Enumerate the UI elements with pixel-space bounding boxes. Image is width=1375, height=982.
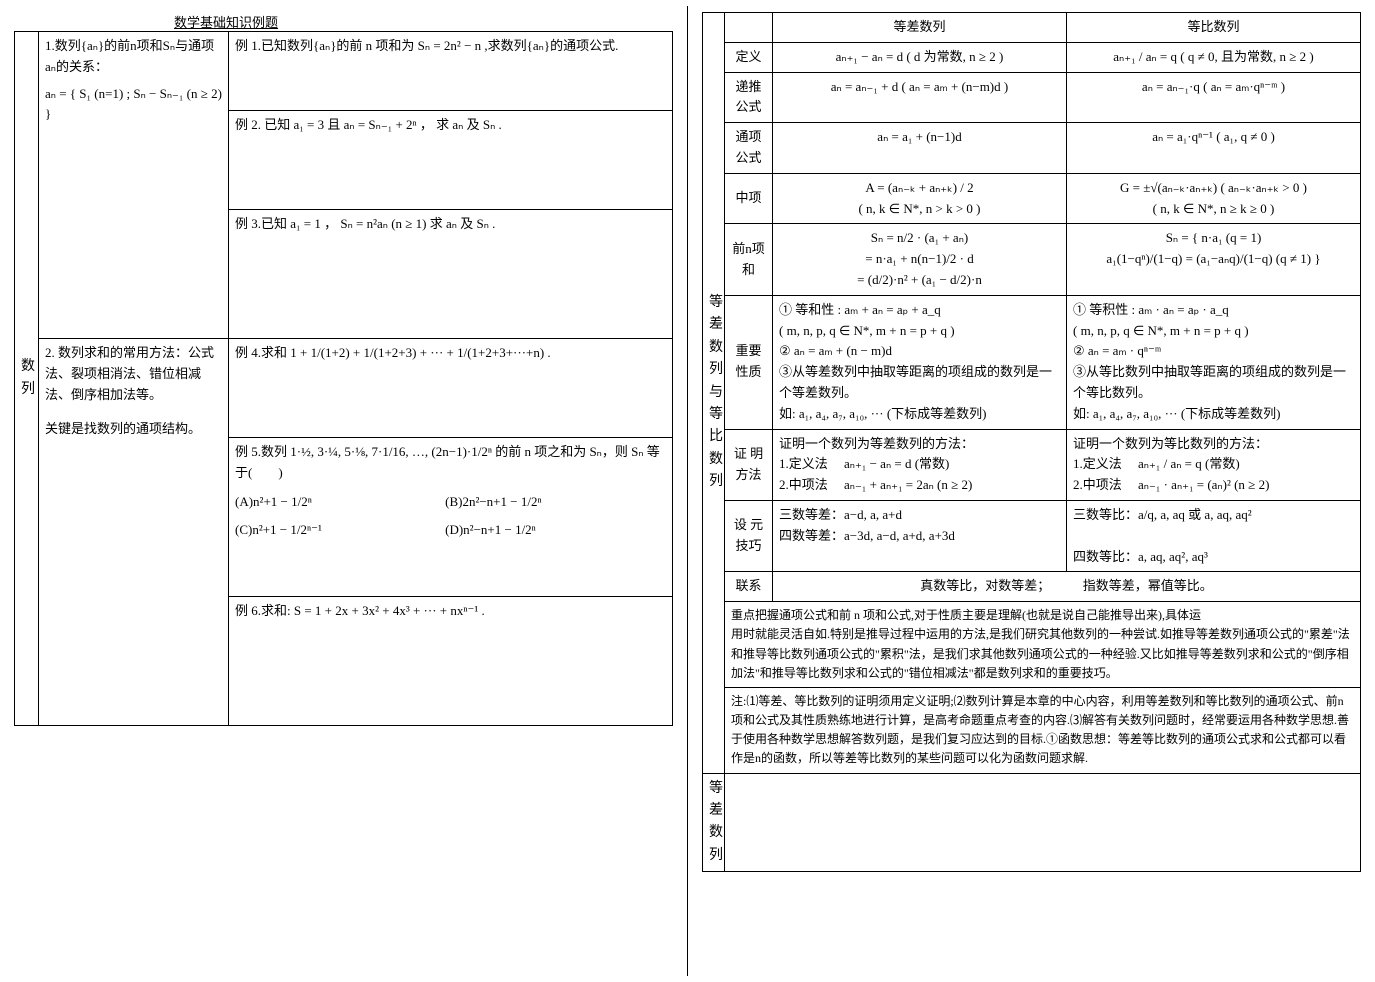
prop-ap-4: ③从等差数列中抽取等距离的项组成的数列是一个等差数列。 (779, 362, 1060, 404)
note-block1: 重点把握通项公式和前 n 项和公式,对于性质主要是理解(也就是说自己能推导出来)… (725, 602, 1361, 688)
prop-gp-4: ③从等比数列中抽取等距离的项组成的数列是一个等比数列。 (1073, 362, 1354, 404)
prop-ap-5: 如: a₁, a₄, a₇, a₁₀, ··· (下标成等差数列) (779, 404, 1060, 425)
proof-gp-1: 证明一个数列为等比数列的方法： (1073, 434, 1354, 455)
rec-ap: aₙ = aₙ₋₁ + d ( aₙ = aₘ + (n−m)d ) (773, 72, 1067, 123)
sum-ap-1: Sₙ = n/2 · (a₁ + aₙ) (779, 228, 1060, 249)
right-column: 等差数列与等比数列 等差数列 等比数列 定义 aₙ₊₁ − aₙ = d ( d… (688, 0, 1375, 982)
left-b2-p1: 2. 数列求和的常用方法：公式法、裂项相消法、错位相减法、倒序相加法等。 (45, 343, 222, 405)
left-ex4: 例 4.求和 1 + 1/(1+2) + 1/(1+2+3) + ··· + 1… (229, 339, 673, 438)
left-ex5-a: (A)n²+1 − 1/2ⁿ (235, 492, 442, 513)
def-gp: aₙ₊₁ / aₙ = q ( q ≠ 0, 且为常数, n ≥ 2 ) (1067, 42, 1361, 72)
left-ex5-d: (D)n²−n+1 − 1/2ⁿ (445, 520, 652, 541)
gen-gp: aₙ = a₁·qⁿ⁻¹ ( a₁, q ≠ 0 ) (1067, 123, 1361, 174)
note-spacer (725, 773, 1361, 872)
left-rowlabel: 数列 (15, 32, 39, 726)
blank-cell (725, 13, 773, 43)
sum-gp: Sₙ = { n·a₁ (q = 1) a₁(1−qⁿ)/(1−q) = (a₁… (1067, 224, 1361, 295)
left-column: 数学基础知识例题 数列 1.数列{aₙ}的前n项和Sₙ与通项aₙ的关系： aₙ … (0, 0, 687, 982)
left-b2-p2: 关键是找数列的通项结构。 (45, 419, 222, 440)
proof-ap-1: 证明一个数列为等差数列的方法： (779, 434, 1060, 455)
left-ex6: 例 6.求和: S = 1 + 2x + 3x² + 4x³ + ··· + n… (229, 597, 673, 726)
left-ex5-stem: 例 5.数列 1·½, 3·¼, 5·⅛, 7·1/16, …, (2n−1)·… (235, 442, 666, 484)
prop-label: 重要性质 (725, 295, 773, 429)
prop-gp: ① 等积性 : aₘ · aₙ = aₚ · a_q ( m, n, p, q … (1067, 295, 1361, 429)
left-ex5-b: (B)2n²−n+1 − 1/2ⁿ (445, 492, 652, 513)
proof-gp: 证明一个数列为等比数列的方法： 1.定义法 aₙ₊₁ / aₙ = q (常数)… (1067, 429, 1361, 500)
right-rowlabel: 等差数列与等比数列 (703, 13, 725, 774)
proof-gp-2: 1.定义法 aₙ₊₁ / aₙ = q (常数) (1073, 454, 1354, 475)
note-block2: 注:⑴等差、等比数列的证明须用定义证明;⑵数列计算是本章的中心内容，利用等差数列… (725, 687, 1361, 773)
mid-gp: G = ±√(aₙ₋ₖ·aₙ₊ₖ) ( aₙ₋ₖ·aₙ₊ₖ > 0 ) ( n,… (1067, 173, 1361, 224)
gen-label: 通项公式 (725, 123, 773, 174)
proof-label: 证 明方法 (725, 429, 773, 500)
proof-ap: 证明一个数列为等差数列的方法： 1.定义法 aₙ₊₁ − aₙ = d (常数)… (773, 429, 1067, 500)
rec-label: 递推公式 (725, 72, 773, 123)
mid-ap-1: A = (aₙ₋ₖ + aₙ₊ₖ) / 2 (779, 178, 1060, 199)
setup-label: 设 元技巧 (725, 500, 773, 571)
sum-ap-3: = (d/2)·n² + (a₁ − d/2)·n (779, 270, 1060, 291)
left-ex3: 例 3.已知 a₁ = 1 ， Sₙ = n²aₙ (n ≥ 1) 求 aₙ 及… (229, 210, 673, 339)
proof-ap-3: 2.中项法 aₙ₋₁ + aₙ₊₁ = 2aₙ (n ≥ 2) (779, 475, 1060, 496)
prop-ap-1: ① 等和性 : aₘ + aₙ = aₚ + a_q (779, 300, 1060, 321)
link-text: 真数等比，对数等差； 指数等差，幂值等比。 (773, 572, 1361, 602)
page: 数学基础知识例题 数列 1.数列{aₙ}的前n项和Sₙ与通项aₙ的关系： aₙ … (0, 0, 1375, 982)
note3-label: 等差数列 (703, 773, 725, 872)
left-caption: 数学基础知识例题 (14, 12, 673, 31)
prop-ap: ① 等和性 : aₘ + aₙ = aₚ + a_q ( m, n, p, q … (773, 295, 1067, 429)
sum-gp-2: a₁(1−qⁿ)/(1−q) = (a₁−aₙq)/(1−q) (q ≠ 1) … (1073, 249, 1354, 270)
sum-ap: Sₙ = n/2 · (a₁ + aₙ) = n·a₁ + n(n−1)/2 ·… (773, 224, 1067, 295)
sum-ap-2: = n·a₁ + n(n−1)/2 · d (779, 249, 1060, 270)
sum-label: 前n项和 (725, 224, 773, 295)
left-table: 数列 1.数列{aₙ}的前n项和Sₙ与通项aₙ的关系： aₙ = { S₁ (n… (14, 31, 673, 726)
left-b1-formula: aₙ = { S₁ (n=1) ; Sₙ − Sₙ₋₁ (n ≥ 2) } (45, 84, 222, 126)
mid-gp-1: G = ±√(aₙ₋ₖ·aₙ₊ₖ) ( aₙ₋ₖ·aₙ₊ₖ > 0 ) (1073, 178, 1354, 199)
setup-gp: 三数等比：a/q, a, aq 或 a, aq, aq² 四数等比：a, aq,… (1067, 500, 1361, 571)
head-ap: 等差数列 (773, 13, 1067, 43)
left-ex2: 例 2. 已知 a₁ = 3 且 aₙ = Sₙ₋₁ + 2ⁿ ， 求 aₙ 及… (229, 111, 673, 210)
prop-gp-3: ② aₙ = aₘ · qⁿ⁻ᵐ (1073, 341, 1354, 362)
left-ex5-c: (C)n²+1 − 1/2ⁿ⁻¹ (235, 520, 442, 541)
gen-ap: aₙ = a₁ + (n−1)d (773, 123, 1067, 174)
right-table: 等差数列与等比数列 等差数列 等比数列 定义 aₙ₊₁ − aₙ = d ( d… (702, 12, 1361, 872)
prop-gp-2: ( m, n, p, q ∈ N*, m + n = p + q ) (1073, 321, 1354, 342)
link-label: 联系 (725, 572, 773, 602)
setup-ap: 三数等差：a−d, a, a+d 四数等差：a−3d, a−d, a+d, a+… (773, 500, 1067, 571)
prop-ap-3: ② aₙ = aₘ + (n − m)d (779, 341, 1060, 362)
def-label: 定义 (725, 42, 773, 72)
note3: 注:⑴等差、等比数列的证明须用定义证明;⑵数列计算是本章的中心内容，利用等差数列… (731, 692, 1354, 769)
left-block2: 2. 数列求和的常用方法：公式法、裂项相消法、错位相减法、倒序相加法等。 关键是… (39, 339, 229, 726)
mid-ap: A = (aₙ₋ₖ + aₙ₊ₖ) / 2 ( n, k ∈ N*, n > k… (773, 173, 1067, 224)
mid-ap-2: ( n, k ∈ N*, n > k > 0 ) (779, 199, 1060, 220)
mid-label: 中项 (725, 173, 773, 224)
proof-gp-3: 2.中项法 aₙ₋₁ · aₙ₊₁ = (aₙ)² (n ≥ 2) (1073, 475, 1354, 496)
note1: 重点把握通项公式和前 n 项和公式,对于性质主要是理解(也就是说自己能推导出来)… (731, 606, 1354, 625)
left-block1: 1.数列{aₙ}的前n项和Sₙ与通项aₙ的关系： aₙ = { S₁ (n=1)… (39, 32, 229, 339)
sum-gp-1: Sₙ = { n·a₁ (q = 1) (1073, 228, 1354, 249)
prop-ap-2: ( m, n, p, q ∈ N*, m + n = p + q ) (779, 321, 1060, 342)
proof-ap-2: 1.定义法 aₙ₊₁ − aₙ = d (常数) (779, 454, 1060, 475)
mid-gp-2: ( n, k ∈ N*, n ≥ k ≥ 0 ) (1073, 199, 1354, 220)
left-ex1: 例 1.已知数列{aₙ}的前 n 项和为 Sₙ = 2n² − n ,求数列{a… (229, 32, 673, 111)
head-gp: 等比数列 (1067, 13, 1361, 43)
left-b1-title: 1.数列{aₙ}的前n项和Sₙ与通项aₙ的关系： (45, 36, 222, 78)
left-ex5: 例 5.数列 1·½, 3·¼, 5·⅛, 7·1/16, …, (2n−1)·… (229, 438, 673, 597)
note2: 用时就能灵活自如.特别是推导过程中运用的方法,是我们研究其他数列的一种尝试.如推… (731, 625, 1354, 683)
rec-gp: aₙ = aₙ₋₁·q ( aₙ = aₘ·qⁿ⁻ᵐ ) (1067, 72, 1361, 123)
prop-gp-1: ① 等积性 : aₘ · aₙ = aₚ · a_q (1073, 300, 1354, 321)
def-ap: aₙ₊₁ − aₙ = d ( d 为常数, n ≥ 2 ) (773, 42, 1067, 72)
prop-gp-5: 如: a₁, a₄, a₇, a₁₀, ··· (下标成等差数列) (1073, 404, 1354, 425)
